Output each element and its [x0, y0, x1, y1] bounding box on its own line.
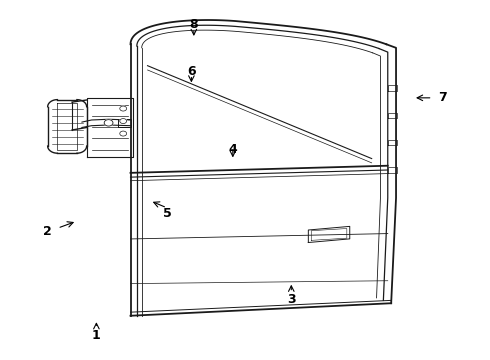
- Text: 2: 2: [43, 225, 52, 238]
- Circle shape: [104, 120, 113, 126]
- Text: 7: 7: [438, 91, 447, 104]
- Text: 8: 8: [190, 18, 198, 31]
- Text: 6: 6: [187, 64, 196, 77]
- Circle shape: [120, 131, 126, 136]
- Text: 4: 4: [228, 143, 237, 156]
- Circle shape: [120, 118, 126, 123]
- Text: 1: 1: [92, 329, 101, 342]
- Text: 3: 3: [287, 293, 295, 306]
- Text: 5: 5: [163, 207, 172, 220]
- Circle shape: [120, 106, 126, 111]
